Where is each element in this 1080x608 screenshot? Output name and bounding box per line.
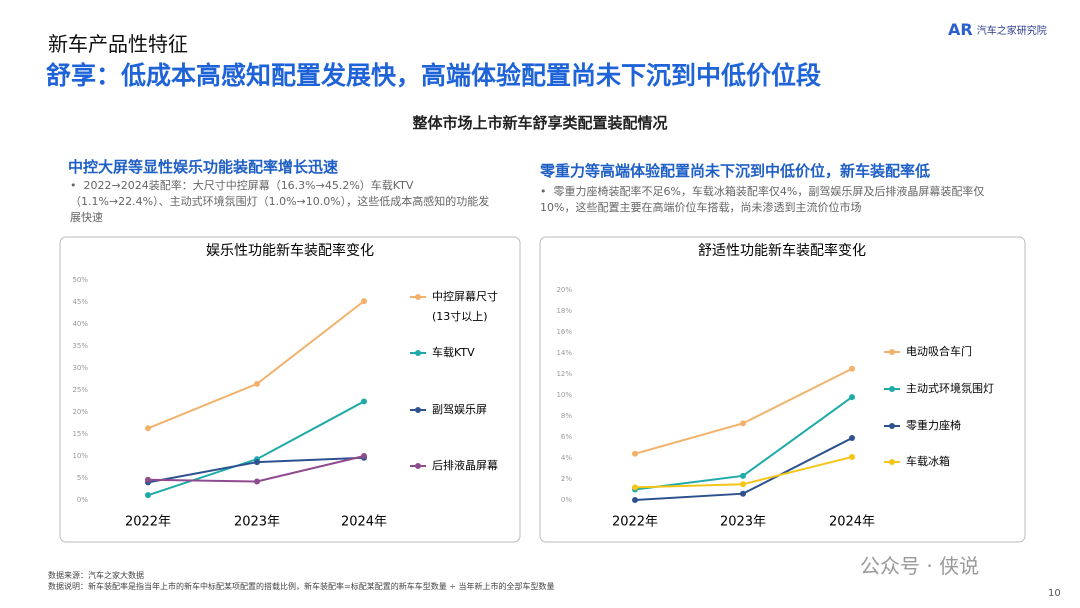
data-point	[849, 435, 855, 442]
y-tick-label: 10%	[72, 452, 88, 460]
left-heading: 中控大屏等显性娱乐功能装配率增长迅速	[68, 158, 339, 176]
series-line	[634, 437, 853, 501]
y-tick-label: 15%	[72, 430, 88, 438]
y-tick-label: 2%	[561, 475, 572, 483]
x-tick-label: 2024年	[341, 515, 387, 530]
data-point	[361, 453, 367, 459]
x-tick-label: 2022年	[612, 515, 658, 530]
logo: AR 汽车之家研究院	[948, 20, 1047, 39]
x-tick-label: 2022年	[125, 515, 171, 530]
y-tick-label: 40%	[72, 320, 88, 328]
chart-title: 舒适性功能新车装配率变化	[698, 242, 866, 259]
legend-marker	[415, 294, 421, 300]
y-tick-label: 5%	[77, 474, 88, 482]
chart-frame	[59, 236, 521, 543]
logo-text: 汽车之家研究院	[976, 26, 1047, 37]
y-tick-label: 35%	[72, 342, 88, 350]
data-point	[740, 481, 746, 488]
data-point	[145, 425, 151, 432]
data-point	[145, 492, 151, 499]
subtitle: 整体市场上市新车舒享类配置装配情况	[412, 114, 668, 132]
data-point	[254, 380, 260, 387]
right-heading: 零重力等高端体验配置尚未下沉到中低价位，新车装配率低	[540, 162, 931, 180]
data-point	[740, 490, 746, 497]
legend-label: 车载冰箱	[906, 454, 950, 468]
legend-line-2: (13寸以上)	[432, 309, 488, 323]
series-line	[147, 300, 365, 430]
y-tick-label: 16%	[556, 328, 572, 336]
right-bullet-text: 零重力座椅装配率不足6%，车载冰箱装配率仅4%，副驾娱乐屏及后排液晶屏幕装配率仅…	[540, 185, 985, 214]
y-tick-label: 4%	[561, 454, 572, 462]
source: 数据来源：汽车之家大数据	[48, 571, 144, 580]
data-point	[361, 298, 367, 305]
y-tick-label: 20%	[72, 408, 88, 416]
legend-marker	[889, 459, 895, 465]
watermark: 公众号 · 侠说	[860, 554, 980, 578]
y-tick-label: 12%	[556, 370, 572, 378]
legend-line-1: 中控屏幕尺寸	[432, 289, 498, 303]
section-label: 新车产品性特征	[48, 32, 188, 56]
y-tick-label: 45%	[72, 298, 88, 306]
data-point	[145, 476, 151, 483]
y-tick-label: 0%	[77, 496, 88, 504]
data-point	[849, 453, 855, 460]
legend-label: 电动吸合车门	[906, 344, 972, 358]
data-point	[632, 497, 638, 503]
page-number: 10	[1048, 588, 1061, 599]
data-point	[849, 365, 855, 372]
left-bullet: • 2022→2024装配率：大尺寸中控屏幕（16.3%→45.2%）车载KTV…	[70, 179, 490, 224]
y-tick-label: 20%	[556, 286, 572, 294]
legend-label: 后排液晶屏幕	[432, 458, 498, 472]
legend-label: 中控屏幕尺寸 (13寸以上)	[432, 289, 498, 323]
note: 数据说明：新车装配率是指当年上市的新车中标配某项配置的搭载比例，新车装配率=标配…	[48, 582, 555, 591]
legend-marker	[889, 349, 895, 355]
y-tick-label: 14%	[556, 349, 572, 357]
y-tick-label: 18%	[556, 307, 572, 315]
y-tick-label: 30%	[72, 364, 88, 372]
x-tick-label: 2024年	[829, 515, 875, 530]
legend-label: 主动式环境氛围灯	[906, 381, 994, 395]
left-bullet-text: 2022→2024装配率：大尺寸中控屏幕（16.3%→45.2%）车载KTV（1…	[70, 179, 490, 224]
data-point	[740, 420, 746, 427]
legend-marker	[889, 423, 895, 429]
chart-frame	[539, 236, 1026, 543]
legend-marker	[415, 463, 421, 469]
legend-label: 副驾娱乐屏	[432, 402, 487, 416]
chart-title: 娱乐性功能新车装配率变化	[206, 242, 374, 259]
slide-title: 舒享：低成本高感知配置发展快，高端体验配置尚未下沉到中低价位段	[46, 61, 822, 90]
data-point	[632, 450, 638, 457]
legend-marker	[415, 407, 421, 413]
y-tick-label: 0%	[561, 496, 572, 504]
data-point	[740, 472, 746, 479]
legend-label: 零重力座椅	[906, 418, 961, 432]
x-tick-label: 2023年	[720, 515, 766, 530]
data-point	[254, 459, 260, 466]
legend-marker	[415, 350, 421, 356]
right-bullet: • 零重力座椅装配率不足6%，车载冰箱装配率仅4%，副驾娱乐屏及后排液晶屏幕装配…	[540, 185, 985, 214]
y-tick-label: 6%	[561, 433, 572, 441]
data-point	[361, 398, 367, 405]
legend-marker	[889, 386, 895, 392]
data-point	[632, 484, 638, 491]
y-tick-label: 10%	[556, 391, 572, 399]
y-tick-label: 25%	[72, 386, 88, 394]
data-point	[254, 478, 260, 485]
x-tick-label: 2023年	[234, 515, 280, 530]
y-tick-label: 50%	[72, 276, 88, 284]
y-tick-label: 8%	[561, 412, 572, 420]
data-point	[849, 394, 855, 401]
series-line	[634, 367, 853, 455]
legend-label: 车载KTV	[432, 345, 475, 359]
